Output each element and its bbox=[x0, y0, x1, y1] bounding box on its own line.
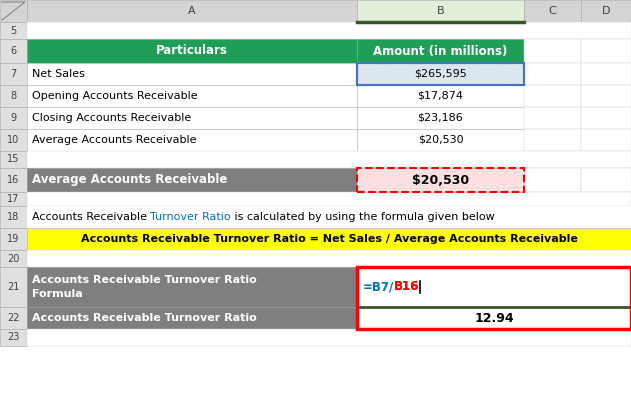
Text: 9: 9 bbox=[11, 113, 16, 123]
Bar bbox=[27, 267, 357, 307]
Bar bbox=[581, 63, 631, 85]
Text: is calculated by using the formula given below: is calculated by using the formula given… bbox=[231, 212, 495, 222]
Bar bbox=[0, 250, 27, 267]
Bar bbox=[357, 63, 524, 85]
Bar bbox=[0, 267, 27, 307]
Bar bbox=[357, 85, 524, 107]
Bar bbox=[0, 22, 27, 39]
Text: 6: 6 bbox=[11, 46, 16, 56]
Text: 5: 5 bbox=[10, 25, 16, 35]
Bar bbox=[581, 129, 631, 151]
Bar bbox=[27, 129, 357, 151]
Text: 7: 7 bbox=[10, 69, 16, 79]
Text: Accounts Receivable Turnover Ratio: Accounts Receivable Turnover Ratio bbox=[32, 313, 257, 323]
Bar bbox=[524, 168, 581, 192]
Text: 16: 16 bbox=[8, 175, 20, 185]
Bar bbox=[581, 168, 631, 192]
Text: $17,874: $17,874 bbox=[418, 91, 464, 101]
Text: Net Sales: Net Sales bbox=[32, 69, 85, 79]
Text: Accounts Receivable: Accounts Receivable bbox=[32, 212, 151, 222]
Bar bbox=[357, 168, 524, 192]
Text: A: A bbox=[188, 6, 196, 16]
Bar bbox=[357, 307, 631, 329]
Bar bbox=[524, 129, 581, 151]
Text: B16: B16 bbox=[394, 281, 420, 293]
Text: 15: 15 bbox=[8, 154, 20, 164]
Text: Accounts Receivable Turnover Ratio = Net Sales / Average Accounts Receivable: Accounts Receivable Turnover Ratio = Net… bbox=[81, 234, 577, 244]
Text: C: C bbox=[548, 6, 557, 16]
Bar bbox=[0, 168, 27, 192]
Text: Turnover Ratio: Turnover Ratio bbox=[151, 212, 231, 222]
Bar bbox=[357, 267, 631, 329]
Text: 20: 20 bbox=[8, 254, 20, 263]
Bar bbox=[524, 39, 581, 63]
Text: =B7/: =B7/ bbox=[363, 281, 394, 293]
Text: 19: 19 bbox=[8, 234, 20, 244]
Text: $23,186: $23,186 bbox=[418, 113, 463, 123]
Bar bbox=[581, 0, 631, 22]
Text: 18: 18 bbox=[8, 212, 20, 222]
Bar bbox=[357, 107, 524, 129]
Bar bbox=[524, 107, 581, 129]
Text: 10: 10 bbox=[8, 135, 20, 145]
Text: 12.94: 12.94 bbox=[474, 312, 514, 324]
Text: B: B bbox=[437, 6, 444, 16]
Bar bbox=[0, 0, 27, 22]
Bar bbox=[27, 168, 357, 192]
Text: Accounts Receivable Turnover Ratio
Formula: Accounts Receivable Turnover Ratio Formu… bbox=[32, 275, 257, 298]
Bar bbox=[0, 107, 27, 129]
Bar bbox=[27, 63, 357, 85]
Bar bbox=[0, 129, 27, 151]
Bar bbox=[581, 39, 631, 63]
Text: 21: 21 bbox=[8, 282, 20, 292]
Bar bbox=[0, 192, 27, 206]
Text: 22: 22 bbox=[7, 313, 20, 323]
Bar bbox=[0, 329, 27, 346]
Text: $20,530: $20,530 bbox=[412, 174, 469, 187]
Text: 23: 23 bbox=[8, 332, 20, 343]
Bar bbox=[27, 307, 357, 329]
Bar bbox=[27, 329, 631, 346]
Text: Closing Accounts Receivable: Closing Accounts Receivable bbox=[32, 113, 191, 123]
Bar bbox=[27, 206, 631, 228]
Bar bbox=[27, 228, 631, 250]
Text: 8: 8 bbox=[11, 91, 16, 101]
Bar bbox=[27, 22, 631, 39]
Text: $20,530: $20,530 bbox=[418, 135, 463, 145]
Text: B16: B16 bbox=[394, 281, 420, 293]
Bar bbox=[524, 63, 581, 85]
Bar bbox=[581, 107, 631, 129]
Bar bbox=[0, 85, 27, 107]
Bar bbox=[357, 39, 524, 63]
Bar bbox=[0, 39, 27, 63]
Bar bbox=[357, 168, 524, 192]
Text: Average Accounts Receivable: Average Accounts Receivable bbox=[32, 174, 227, 187]
Bar bbox=[524, 0, 581, 22]
Bar bbox=[0, 228, 27, 250]
Bar bbox=[27, 192, 631, 206]
Text: Opening Accounts Receivable: Opening Accounts Receivable bbox=[32, 91, 198, 101]
Bar bbox=[27, 85, 357, 107]
Bar bbox=[0, 307, 27, 329]
Text: $265,595: $265,595 bbox=[414, 69, 467, 79]
Bar bbox=[27, 0, 357, 22]
Bar bbox=[524, 85, 581, 107]
Bar bbox=[0, 206, 27, 228]
Text: Average Accounts Receivable: Average Accounts Receivable bbox=[32, 135, 196, 145]
Bar bbox=[357, 0, 524, 22]
Bar bbox=[357, 267, 631, 307]
Bar bbox=[581, 85, 631, 107]
Bar bbox=[27, 39, 357, 63]
Bar bbox=[357, 129, 524, 151]
Text: D: D bbox=[602, 6, 610, 16]
Bar bbox=[357, 63, 524, 85]
Bar bbox=[27, 250, 631, 267]
Bar bbox=[27, 151, 631, 168]
Text: Particulars: Particulars bbox=[156, 45, 228, 57]
Bar bbox=[27, 107, 357, 129]
Text: 17: 17 bbox=[8, 194, 20, 204]
Text: Amount (in millions): Amount (in millions) bbox=[374, 45, 508, 57]
Bar bbox=[0, 63, 27, 85]
Bar bbox=[0, 151, 27, 168]
